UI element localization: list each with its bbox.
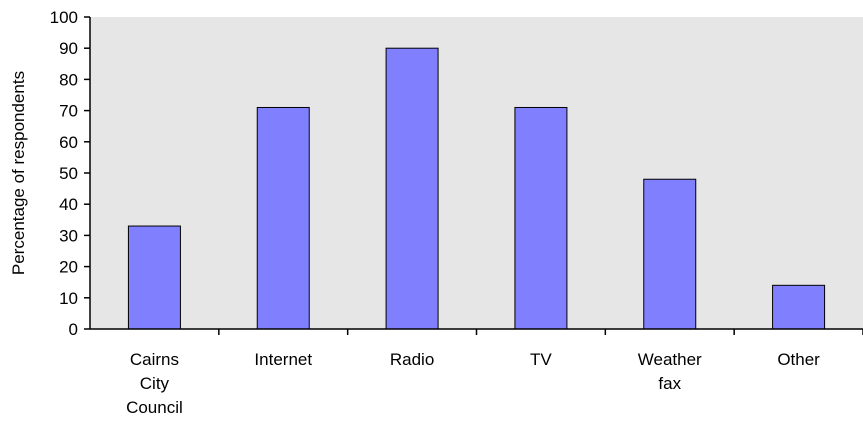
x-category-label: Radio	[390, 350, 434, 369]
x-category-label-line: Weather	[638, 350, 702, 369]
bar	[643, 178, 697, 330]
x-category-label: Internet	[254, 350, 312, 369]
category-labels: Cairns City Council Internet Radio TV Weather f…	[126, 350, 820, 417]
x-ticks	[218, 329, 863, 335]
y-ticks: 0 10 20 30 40 50 60 70 80 90 100	[50, 8, 90, 339]
x-category-label-line: fax	[658, 374, 681, 393]
y-tick-label: 90	[59, 39, 78, 58]
x-category-label-line: City	[140, 374, 170, 393]
x-category-label-line: Cairns	[130, 350, 179, 369]
y-tick-label: 50	[59, 164, 78, 183]
y-tick-label: 100	[50, 8, 78, 27]
y-tick-label: 80	[59, 70, 78, 89]
y-tick-label: 20	[59, 258, 78, 277]
y-tick-label: 60	[59, 133, 78, 152]
x-category-label-line: Internet	[254, 350, 312, 369]
y-tick-label: 70	[59, 102, 78, 121]
x-category-label-line: TV	[530, 350, 552, 369]
y-tick-label: 40	[59, 195, 78, 214]
x-category-label-line: Other	[777, 350, 820, 369]
x-category-label: TV	[530, 350, 552, 369]
x-category-label: Other	[777, 350, 820, 369]
x-category-label: Cairns City Council	[126, 350, 183, 417]
y-axis-label: Percentage of respondents	[9, 71, 28, 275]
x-category-label-line: Council	[126, 398, 183, 417]
bar	[514, 106, 568, 330]
bar	[772, 284, 826, 330]
bars	[127, 47, 826, 330]
y-tick-label: 30	[59, 226, 78, 245]
x-category-label: Weather fax	[638, 350, 702, 393]
bar	[385, 47, 439, 330]
plot-area	[90, 17, 863, 329]
bar	[256, 106, 310, 330]
y-tick-label: 10	[59, 289, 78, 308]
y-tick-label: 0	[69, 320, 78, 339]
x-category-label-line: Radio	[390, 350, 434, 369]
bar	[127, 225, 181, 330]
